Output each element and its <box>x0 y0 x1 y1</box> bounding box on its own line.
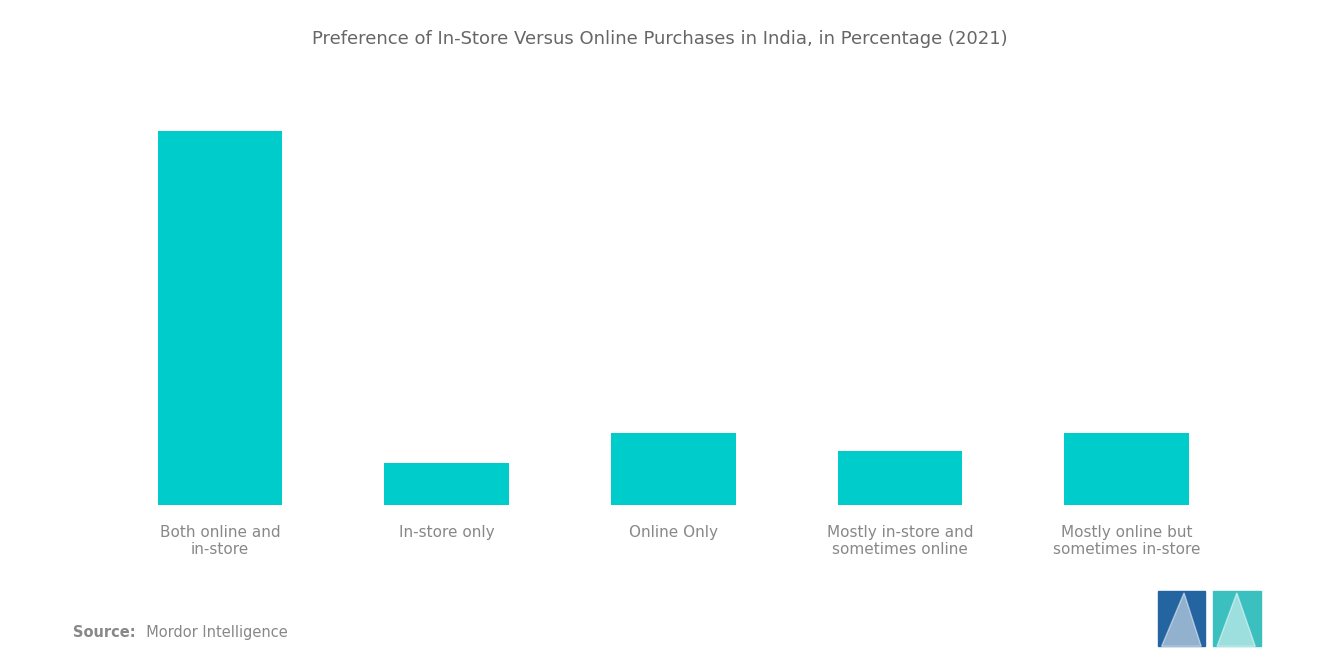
Polygon shape <box>1158 591 1205 646</box>
Bar <box>837 451 962 505</box>
Polygon shape <box>1213 591 1261 646</box>
Bar <box>384 463 510 505</box>
Polygon shape <box>1217 593 1255 646</box>
Text: Mordor Intelligence: Mordor Intelligence <box>137 624 288 640</box>
Polygon shape <box>1162 593 1201 646</box>
Bar <box>611 433 735 505</box>
Text: Preference of In-Store Versus Online Purchases in India, in Percentage (2021): Preference of In-Store Versus Online Pur… <box>313 30 1007 48</box>
Bar <box>1064 433 1189 505</box>
Text: Source:: Source: <box>73 624 135 640</box>
Bar <box>157 132 282 505</box>
